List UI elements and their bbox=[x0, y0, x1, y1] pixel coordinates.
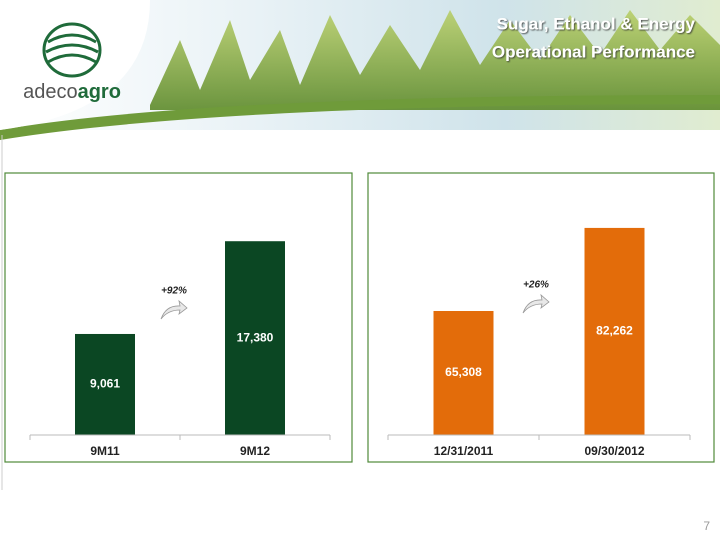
x-tick-label: 12/31/2011 bbox=[434, 444, 494, 458]
bar bbox=[75, 333, 135, 435]
slide-title: Operational Performance bbox=[492, 42, 695, 61]
slide-title: Sugar, Ethanol & Energy bbox=[497, 14, 696, 33]
logo: adecoagro bbox=[23, 81, 121, 103]
growth-arrow bbox=[160, 299, 188, 320]
bar bbox=[225, 241, 285, 435]
page-number: 7 bbox=[703, 519, 710, 533]
x-tick-label: 09/30/2012 bbox=[584, 444, 644, 458]
chart-panel bbox=[4, 172, 353, 463]
logo-part: agro bbox=[78, 81, 121, 103]
logo-part: adeco bbox=[23, 81, 78, 103]
growth-annotation: +26% bbox=[523, 280, 549, 291]
value-label: 65,308 bbox=[445, 365, 482, 379]
x-tick-label: 9M12 bbox=[240, 444, 270, 458]
x-tick-label: 9M11 bbox=[90, 444, 120, 458]
header-banner: adecoagro Sugar, Ethanol & Energy Operat… bbox=[0, 0, 720, 140]
value-label: 9,061 bbox=[90, 377, 120, 391]
bar bbox=[433, 310, 494, 435]
chart-panel bbox=[367, 172, 715, 463]
value-label: 82,262 bbox=[596, 324, 633, 338]
growth-arrow bbox=[522, 293, 550, 314]
bar bbox=[584, 227, 645, 435]
value-label: 17,380 bbox=[237, 330, 274, 344]
growth-annotation: +92% bbox=[161, 286, 187, 297]
